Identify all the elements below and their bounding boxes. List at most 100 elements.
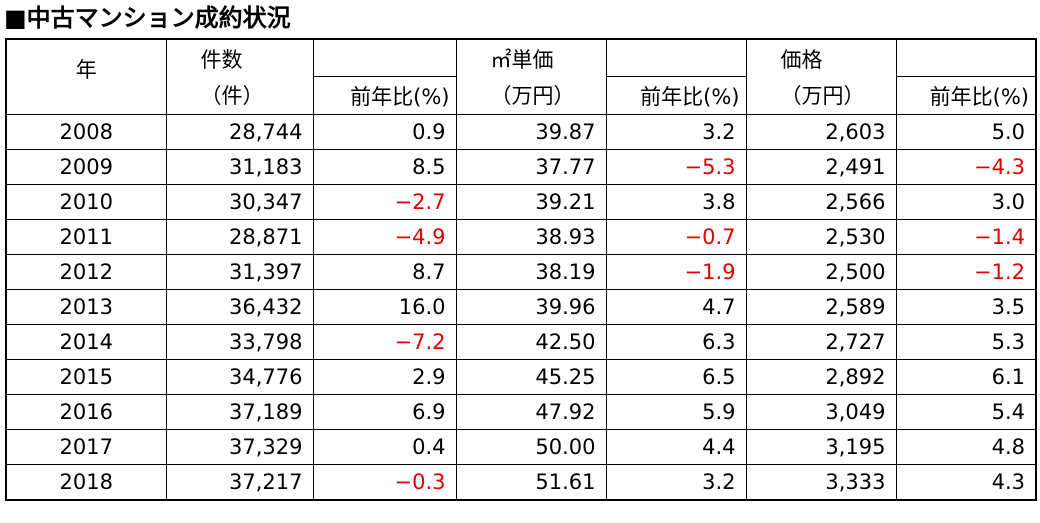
value-cell: 4.3 bbox=[895, 464, 1037, 500]
value-cell: 38.19 bbox=[455, 254, 607, 290]
value-cell: 37,189 bbox=[165, 394, 314, 430]
value-cell: −5.3 bbox=[605, 149, 747, 185]
data-row: 2012 31,397 8.7 38.19 −1.9 2,500 −1.2 bbox=[5, 254, 1037, 290]
value-cell: 31,183 bbox=[165, 149, 314, 185]
data-row: 2016 37,189 6.9 47.92 5.9 3,049 5.4 bbox=[5, 394, 1037, 430]
year-header: 年 bbox=[5, 38, 167, 115]
value-cell: 28,744 bbox=[165, 114, 314, 150]
year-cell: 2016 bbox=[5, 394, 167, 430]
value-cell: 3.2 bbox=[605, 114, 747, 150]
group-unit: （件） bbox=[200, 84, 264, 108]
value-cell: 6.5 bbox=[605, 359, 747, 395]
value-cell: 30,347 bbox=[165, 184, 314, 220]
group-unit: （万円） bbox=[490, 84, 575, 108]
value-cell: 39.21 bbox=[455, 184, 607, 220]
value-cell: 2,589 bbox=[745, 289, 897, 325]
year-cell: 2010 bbox=[5, 184, 167, 220]
value-cell: 2,491 bbox=[745, 149, 897, 185]
year-cell: 2009 bbox=[5, 149, 167, 185]
value-cell: −0.3 bbox=[312, 464, 457, 500]
value-cell: 5.3 bbox=[895, 324, 1037, 360]
data-row: 2015 34,776 2.9 45.25 6.5 2,892 6.1 bbox=[5, 359, 1037, 395]
value-cell: 0.9 bbox=[312, 114, 457, 150]
value-cell: −1.2 bbox=[895, 254, 1037, 290]
value-cell: 36,432 bbox=[165, 289, 314, 325]
header-row: 前年比(%) 前年比(%) 前年比(%) bbox=[6, 76, 1037, 115]
value-cell: 3.5 bbox=[895, 289, 1037, 325]
data-row: 2009 31,183 8.5 37.77 −5.3 2,491 −4.3 bbox=[5, 149, 1037, 185]
value-cell: 50.00 bbox=[455, 429, 607, 465]
value-cell: 3,333 bbox=[745, 464, 897, 500]
value-cell: 8.7 bbox=[312, 254, 457, 290]
value-cell: 2,566 bbox=[745, 184, 897, 220]
value-cell: 0.4 bbox=[312, 429, 457, 465]
group-header: 価格 （万円） bbox=[745, 38, 897, 115]
value-cell: 2.9 bbox=[312, 359, 457, 395]
value-cell: 2,530 bbox=[745, 219, 897, 255]
value-cell: −2.7 bbox=[312, 184, 457, 220]
year-cell: 2015 bbox=[5, 359, 167, 395]
group-header: ㎡単価 （万円） bbox=[455, 38, 607, 115]
data-row: 2010 30,347 −2.7 39.21 3.8 2,566 3.0 bbox=[5, 184, 1037, 220]
value-cell: 45.25 bbox=[455, 359, 607, 395]
value-cell: 3,195 bbox=[745, 429, 897, 465]
value-cell: 37,329 bbox=[165, 429, 314, 465]
value-cell: 4.7 bbox=[605, 289, 747, 325]
data-row: 2018 37,217 −0.3 51.61 3.2 3,333 4.3 bbox=[5, 464, 1037, 500]
group-name: ㎡単価 bbox=[490, 48, 554, 72]
data-row: 2014 33,798 −7.2 42.50 6.3 2,727 5.3 bbox=[5, 324, 1037, 360]
value-cell: 6.1 bbox=[895, 359, 1037, 395]
value-cell: 2,892 bbox=[745, 359, 897, 395]
table-body: 年件数 （件） ㎡単価 （万円） 価格 （万円） 前年比(%) 前年比(%) 前年比(%) 200… bbox=[5, 38, 1037, 500]
value-cell: 4.8 bbox=[895, 429, 1037, 465]
group-name: 価格 bbox=[780, 48, 823, 72]
value-cell: 37.77 bbox=[455, 149, 607, 185]
value-cell: 5.4 bbox=[895, 394, 1037, 430]
value-cell: −1.9 bbox=[605, 254, 747, 290]
value-cell: 2,727 bbox=[745, 324, 897, 360]
group-header: 件数 （件） bbox=[165, 38, 314, 115]
value-cell: −4.3 bbox=[895, 149, 1037, 185]
value-cell: 6.3 bbox=[605, 324, 747, 360]
value-cell: 47.92 bbox=[455, 394, 607, 430]
year-cell: 2012 bbox=[5, 254, 167, 290]
value-cell: −1.4 bbox=[895, 219, 1037, 255]
year-cell: 2011 bbox=[5, 219, 167, 255]
value-cell: 4.4 bbox=[605, 429, 747, 465]
value-cell: 16.0 bbox=[312, 289, 457, 325]
data-row: 2017 37,329 0.4 50.00 4.4 3,195 4.8 bbox=[5, 429, 1037, 465]
value-cell: 51.61 bbox=[455, 464, 607, 500]
value-cell: 3.0 bbox=[895, 184, 1037, 220]
group-name: 件数 bbox=[200, 48, 243, 72]
value-cell: 31,397 bbox=[165, 254, 314, 290]
value-cell: −4.9 bbox=[312, 219, 457, 255]
value-cell: 38.93 bbox=[455, 219, 607, 255]
empty-cell bbox=[895, 38, 1037, 78]
value-cell: 39.96 bbox=[455, 289, 607, 325]
value-cell: 5.9 bbox=[605, 394, 747, 430]
change-header: 前年比(%) bbox=[605, 76, 747, 115]
value-cell: 3.8 bbox=[605, 184, 747, 220]
value-cell: 8.5 bbox=[312, 149, 457, 185]
value-cell: 3,049 bbox=[745, 394, 897, 430]
value-cell: 2,603 bbox=[745, 114, 897, 150]
value-cell: 34,776 bbox=[165, 359, 314, 395]
year-cell: 2013 bbox=[5, 289, 167, 325]
year-cell: 2017 bbox=[5, 429, 167, 465]
data-row: 2008 28,744 0.9 39.87 3.2 2,603 5.0 bbox=[5, 114, 1037, 150]
value-cell: 5.0 bbox=[895, 114, 1037, 150]
value-cell: 6.9 bbox=[312, 394, 457, 430]
change-header: 前年比(%) bbox=[895, 76, 1037, 115]
value-cell: 2,500 bbox=[745, 254, 897, 290]
value-cell: −0.7 bbox=[605, 219, 747, 255]
header-row: 年 件数 （件） ㎡単価 （万円） 価格 （万円） bbox=[5, 38, 1037, 115]
group-unit: （万円） bbox=[780, 84, 865, 108]
value-cell: 42.50 bbox=[455, 324, 607, 360]
data-row: 2013 36,432 16.0 39.96 4.7 2,589 3.5 bbox=[5, 289, 1037, 325]
year-cell: 2018 bbox=[5, 464, 167, 500]
year-cell: 2014 bbox=[5, 324, 167, 360]
change-header: 前年比(%) bbox=[312, 76, 457, 115]
year-cell: 2008 bbox=[5, 114, 167, 150]
page-title: ■中古マンション成約状況 bbox=[4, 4, 291, 32]
